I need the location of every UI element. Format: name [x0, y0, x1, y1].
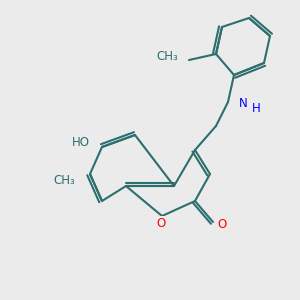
- Text: O: O: [218, 218, 226, 232]
- Text: CH₃: CH₃: [53, 173, 75, 187]
- Text: HO: HO: [72, 136, 90, 149]
- Text: CH₃: CH₃: [157, 50, 178, 64]
- Text: N: N: [238, 97, 247, 110]
- Text: O: O: [156, 217, 165, 230]
- Text: H: H: [252, 101, 261, 115]
